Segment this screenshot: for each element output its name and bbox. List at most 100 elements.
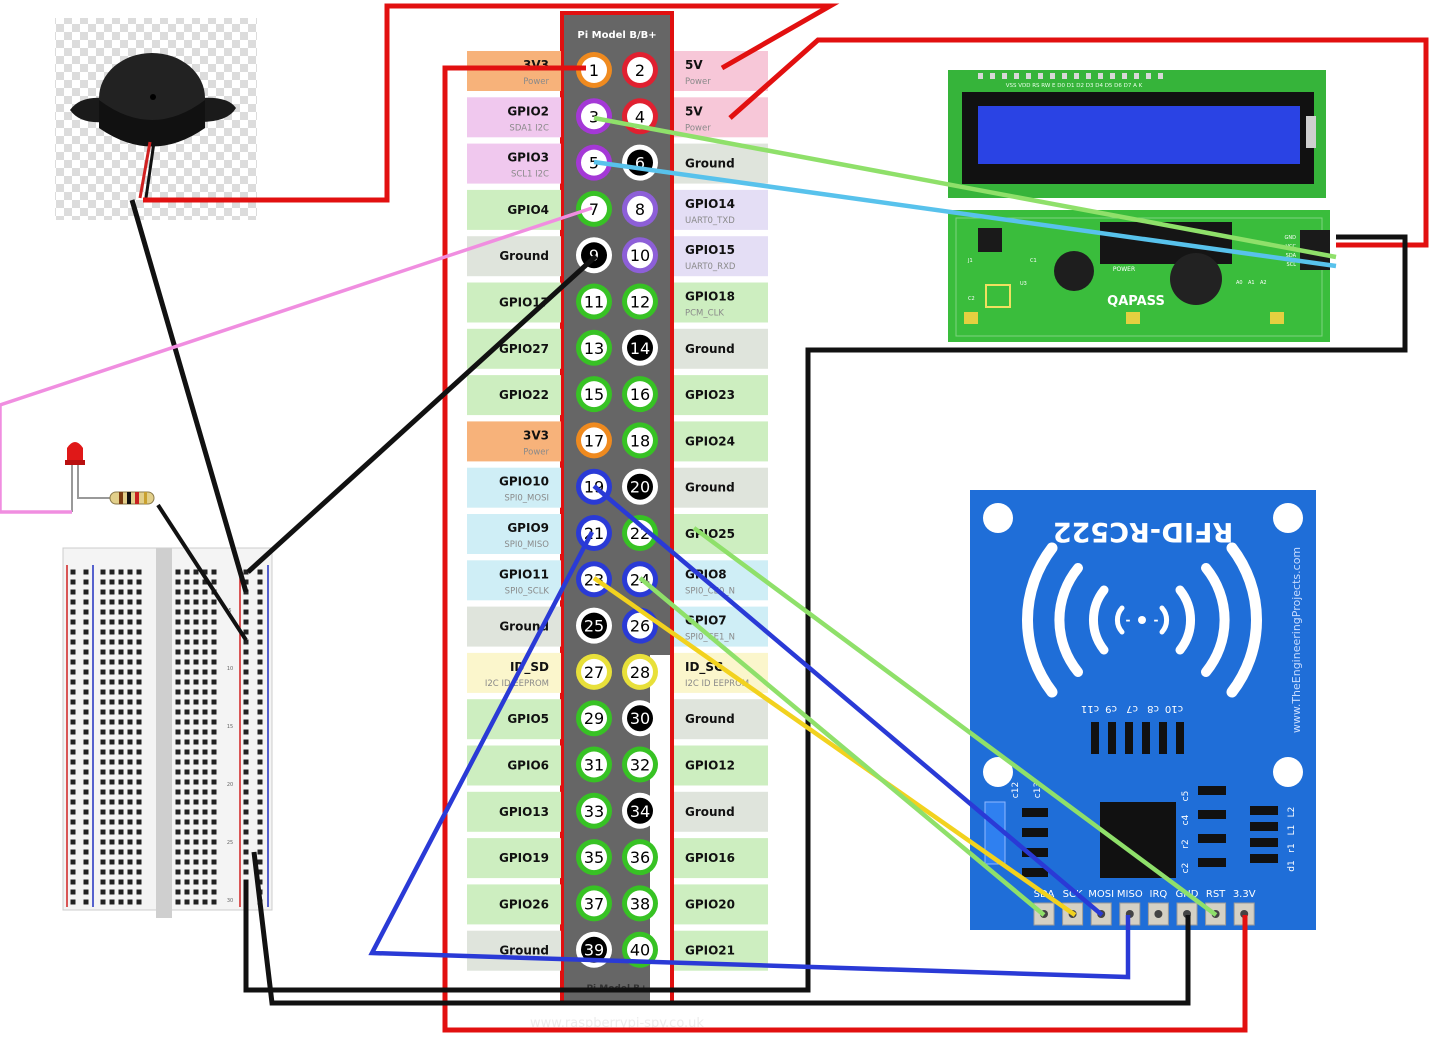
bb-hole — [100, 879, 106, 885]
right-label-sub-2: Power — [685, 123, 711, 133]
bb-hole — [83, 879, 89, 885]
pin-15 — [581, 381, 607, 408]
bb-hole — [118, 659, 124, 665]
bb-hole — [175, 709, 181, 715]
bb-hole — [202, 769, 208, 775]
bb-hole — [136, 669, 142, 675]
bb-hole — [175, 649, 181, 655]
buzzer — [55, 18, 257, 220]
rfid-antenna-icon — [1021, 542, 1263, 698]
left-label-name-11: GPIO9 — [507, 521, 549, 535]
rfid-right-component — [1198, 858, 1226, 867]
bb-hole — [136, 569, 142, 575]
rfid-capacitor — [1142, 722, 1150, 754]
bb-hole — [100, 699, 106, 705]
bb-hole — [118, 779, 124, 785]
right-label-bg-8 — [674, 375, 768, 416]
bb-hole — [202, 669, 208, 675]
lcd-header-pins — [978, 73, 1163, 79]
bb-hole — [257, 869, 263, 875]
bb-hole — [202, 859, 208, 865]
rfid-pin-label-miso: MISO — [1117, 889, 1143, 900]
right-label-bg-5 — [674, 236, 768, 277]
lcd-header-pin — [1050, 73, 1055, 79]
bb-hole — [83, 609, 89, 615]
bb-hole — [109, 649, 115, 655]
pin-7 — [581, 195, 607, 222]
bb-hole — [257, 609, 263, 615]
bb-hole — [83, 859, 89, 865]
bb-hole — [184, 889, 190, 895]
bb-hole — [193, 709, 199, 715]
bb-hole — [127, 839, 133, 845]
bb-hole — [184, 829, 190, 835]
bb-hole — [127, 669, 133, 675]
pin-11-number: 11 — [584, 293, 604, 312]
bb-hole — [127, 569, 133, 575]
bb-hole — [109, 619, 115, 625]
pin-26-number: 26 — [630, 617, 650, 636]
wire-gpio4-led — [0, 206, 593, 514]
pin-16 — [627, 381, 653, 408]
buzzer-lead-red — [138, 141, 152, 199]
bb-hole — [202, 849, 208, 855]
bb-row-mark: 5 — [228, 608, 231, 614]
bb-hole — [70, 729, 76, 735]
resistor-band-4 — [144, 492, 147, 504]
right-label-bg-9 — [674, 421, 768, 462]
pin-8-number: 8 — [635, 200, 645, 219]
bb-hole — [184, 769, 190, 775]
bb-hole — [136, 779, 142, 785]
rfid-capacitor — [1159, 722, 1167, 754]
bb-hole — [193, 829, 199, 835]
pin-10-number: 10 — [630, 246, 650, 265]
bb-hole — [70, 629, 76, 635]
bb-hole — [184, 759, 190, 765]
jumper-block — [985, 284, 1011, 308]
right-label-sub-5: UART0_RXD — [685, 262, 736, 272]
bb-hole — [211, 569, 217, 575]
bb-hole — [109, 599, 115, 605]
bb-hole — [83, 619, 89, 625]
rfid-credit: www.TheEngineeringProjects.com — [1290, 547, 1303, 733]
left-label-bg-8 — [467, 375, 561, 416]
bb-hole — [136, 739, 142, 745]
pin-22 — [627, 520, 653, 546]
bb-hole — [243, 719, 249, 725]
pin-28 — [627, 658, 653, 685]
bb-hole — [100, 859, 106, 865]
bb-hole — [211, 679, 217, 685]
pin-17 — [581, 427, 607, 454]
bb-hole — [83, 809, 89, 815]
wire-scl — [593, 159, 1337, 269]
bb-hole — [257, 689, 263, 695]
pad — [964, 312, 978, 324]
right-label-name-3: Ground — [685, 157, 735, 171]
bb-hole — [211, 719, 217, 725]
bb-hole — [257, 709, 263, 715]
right-label-bg-16 — [674, 745, 768, 786]
pin-29-number: 29 — [584, 709, 604, 728]
bb-hole — [136, 839, 142, 845]
bb-row-mark: 30 — [227, 898, 233, 904]
pin-34-number: 34 — [630, 802, 650, 821]
bb-hole — [127, 739, 133, 745]
rfid-far-right-component — [1250, 806, 1278, 815]
bb-hole — [136, 599, 142, 605]
bb-hole — [118, 899, 124, 905]
bb-hole — [243, 729, 249, 735]
bb-hole — [136, 869, 142, 875]
bb-hole — [211, 659, 217, 665]
rfid-left-component — [1022, 808, 1048, 817]
bb-hole — [211, 609, 217, 615]
bb-hole — [257, 629, 263, 635]
bb-hole — [118, 809, 124, 815]
bb-hole — [193, 889, 199, 895]
pin-40 — [627, 936, 653, 963]
lcd-screen — [978, 106, 1300, 164]
left-label-bg-20 — [467, 930, 561, 971]
pin-30 — [627, 705, 653, 732]
bb-hole — [211, 849, 217, 855]
wire-sda-ce0 — [638, 576, 1046, 917]
bb-hole — [257, 669, 263, 675]
